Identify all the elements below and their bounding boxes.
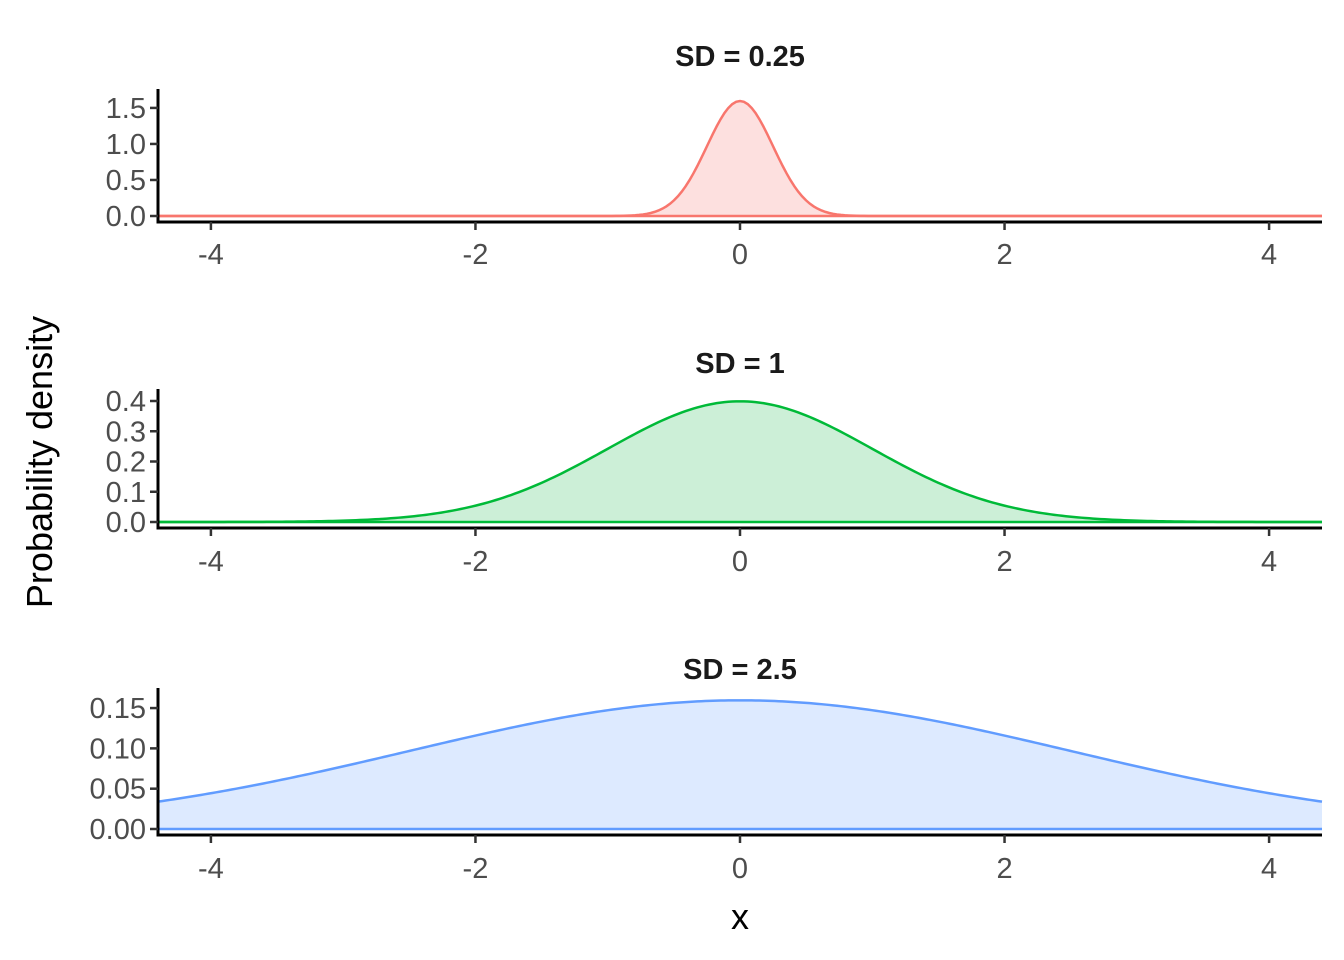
y-tick-label: 0.0: [106, 201, 146, 233]
x-tick-label: 2: [996, 546, 1012, 578]
x-tick-label: -2: [463, 239, 489, 271]
x-tick-label: 0: [732, 546, 748, 578]
panel-title: SD = 1: [695, 348, 784, 380]
panel-title: SD = 2.5: [683, 654, 797, 686]
density-line: [158, 400, 1322, 524]
density-area: [158, 700, 1322, 829]
y-tick-label: 1.0: [106, 129, 146, 161]
y-tick-label: 0.15: [90, 693, 146, 725]
panel-3: SD = 2.5 0.00 0.05 0.10 0.15 -4 -2 0 2 4: [90, 654, 1323, 885]
panel-2: SD = 1 0.00.10.20.30.4 -4 -2 0 2 4: [106, 348, 1322, 578]
panel-title: SD = 0.25: [675, 41, 805, 73]
y-tick-label: 0.5: [106, 165, 146, 197]
x-tick-label: 2: [996, 853, 1012, 885]
y-axis-title: Probability density: [19, 316, 60, 608]
x-tick-label: 0: [732, 853, 748, 885]
x-tick-label: 2: [996, 239, 1012, 271]
density-area: [158, 401, 1322, 522]
y-tick-label: 0.3: [106, 416, 146, 448]
panel-1: SD = 0.25 0.0 0.5 1.0 1.5 -4 -2 0 2 4: [106, 41, 1322, 271]
y-tick-label: 0.1: [106, 477, 146, 509]
density-line: [157, 699, 1323, 803]
y-tick-label: 0.10: [90, 733, 146, 765]
x-tick-label: -2: [463, 853, 489, 885]
panels: SD = 0.250.00.51.01.5-4 -2 0 2 4SD = 10.00.1…: [90, 41, 1323, 885]
x-tick-label: -2: [463, 546, 489, 578]
x-tick-label: 4: [1261, 853, 1277, 885]
x-tick-label: -4: [198, 546, 224, 578]
y-tick-label: 0.05: [90, 774, 146, 806]
x-tick-label: 4: [1261, 239, 1277, 271]
x-axis-title: x: [731, 896, 749, 937]
density-line: [158, 99, 1322, 218]
x-tick-label: -4: [198, 239, 224, 271]
y-tick-label: 0.4: [106, 386, 146, 418]
density-area: [158, 101, 1322, 216]
x-tick-label: 0: [732, 239, 748, 271]
y-tick-label: 0.2: [106, 447, 146, 479]
y-tick-label: 0.0: [106, 507, 146, 539]
y-tick-label: 0.00: [90, 814, 146, 846]
x-tick-label: -4: [198, 853, 224, 885]
x-tick-label: 4: [1261, 546, 1277, 578]
y-tick-label: 1.5: [106, 93, 146, 125]
